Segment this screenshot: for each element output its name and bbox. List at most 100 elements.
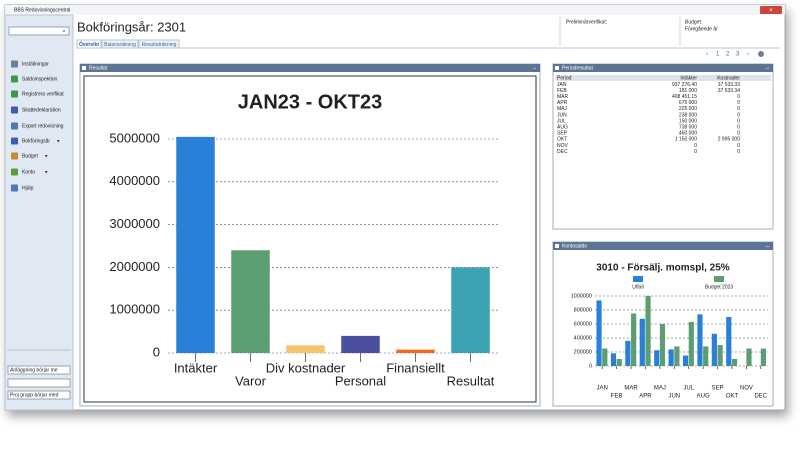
bar — [746, 348, 752, 366]
menu-item[interactable]: Registrera verifikat — [22, 91, 64, 97]
bar — [731, 359, 738, 366]
filter-label[interactable]: Proj grupp börjar med — [10, 392, 59, 398]
menu-caret[interactable]: ▾ — [57, 138, 60, 144]
close-button[interactable] — [760, 6, 782, 14]
x-tick-label: Resultat — [447, 373, 495, 388]
close-icon[interactable]: × — [769, 8, 773, 14]
x-tick-label: Finansiellt — [386, 360, 445, 375]
table-cell: 225 000 — [679, 106, 697, 112]
x-tick-label: MAR — [624, 386, 638, 392]
table-cell: 181 000 — [679, 88, 697, 94]
panel-title: Resultat — [89, 66, 108, 72]
menu-item[interactable]: Bokföringsår — [22, 137, 50, 144]
y-tick-label: 800000 — [574, 307, 592, 313]
panel-header — [553, 242, 773, 250]
y-tick-label: 3000000 — [109, 216, 160, 231]
x-tick-label: Intäkter — [174, 360, 218, 375]
page-title: Bokföringsår: 2301 — [77, 19, 186, 34]
x-tick-label: OKT — [726, 394, 739, 400]
x-tick-label: JUN — [668, 394, 680, 400]
menu-caret[interactable]: ▾ — [45, 169, 48, 175]
menu-icon[interactable] — [11, 60, 18, 68]
pager-next[interactable]: › — [747, 52, 749, 58]
menu-item[interactable]: Hjälp — [22, 185, 34, 191]
menu-icon[interactable] — [11, 168, 18, 176]
menu-icon[interactable] — [11, 90, 18, 98]
bar — [703, 346, 709, 366]
budget-value: Föregående år — [685, 25, 718, 32]
panel-pin[interactable]: ⇔ — [765, 244, 770, 250]
y-tick-label: 200000 — [574, 349, 592, 355]
menu-item[interactable]: Budget — [22, 153, 38, 159]
bar — [602, 348, 608, 366]
page-link[interactable]: 3 — [736, 52, 740, 58]
bar — [610, 353, 617, 366]
menu-item[interactable]: Konto — [22, 169, 35, 175]
menu-icon[interactable] — [11, 106, 18, 114]
menu-icon[interactable] — [11, 184, 18, 192]
settings-icon[interactable] — [758, 51, 764, 57]
x-tick-label: NOV — [740, 386, 753, 392]
page-link[interactable]: 1 — [716, 52, 720, 58]
table-cell: 238 000 — [679, 112, 697, 118]
chart-frame — [83, 75, 537, 403]
table-cell: 0 — [737, 143, 740, 149]
sidebar — [4, 14, 74, 411]
menu-item[interactable]: Skattedeklaration — [22, 107, 61, 113]
x-tick-label: JAN — [597, 386, 608, 392]
tab-label[interactable]: Balansräkning — [104, 42, 136, 48]
panel-title: Kontosaldo — [562, 244, 587, 250]
filter-box[interactable] — [7, 365, 71, 375]
filter-input[interactable] — [7, 378, 71, 388]
x-tick-label: APR — [639, 394, 652, 400]
pager-prev[interactable]: ‹ — [706, 52, 708, 58]
table-cell: JUN — [557, 112, 567, 118]
chart-title: 3010 - Försälj. momspl, 25% — [596, 263, 729, 274]
table-cell: 738 000 — [679, 125, 697, 131]
table-cell: DEC — [557, 149, 568, 155]
table-cell: 1 150 000 — [675, 137, 697, 143]
table-header: Period — [557, 76, 572, 82]
search-box[interactable] — [8, 26, 70, 36]
bar — [596, 300, 602, 366]
search-icon[interactable]: ⌕ — [63, 28, 66, 34]
table-cell: 0 — [737, 131, 740, 137]
menu-item[interactable]: Saldoinspektion — [22, 76, 58, 82]
menu-icon[interactable] — [11, 152, 18, 160]
page-link[interactable]: 2 — [726, 52, 730, 58]
menu-caret[interactable]: ▾ — [45, 153, 48, 159]
bar — [451, 267, 490, 353]
bar — [616, 359, 622, 366]
menu-icon[interactable] — [11, 122, 18, 130]
y-tick-label: 1000000 — [109, 302, 160, 317]
legend-swatch — [714, 276, 724, 282]
x-tick-label: DEC — [754, 394, 767, 400]
filter-box[interactable] — [7, 390, 71, 400]
legend-swatch — [633, 276, 643, 282]
menu-icon[interactable] — [11, 137, 18, 145]
table-cell: SEP — [557, 131, 568, 137]
menu-item[interactable]: Export redovisning — [22, 123, 64, 129]
tab-label[interactable]: Översikt — [79, 41, 99, 48]
table-cell: 0 — [737, 106, 740, 112]
table-cell: 150 000 — [679, 118, 697, 124]
bar — [717, 345, 723, 366]
panel-pin[interactable]: ⇔ — [532, 66, 537, 72]
menu-icon[interactable] — [11, 75, 18, 83]
x-tick-label: MAJ — [654, 386, 666, 392]
bar — [674, 346, 680, 366]
filter-label[interactable]: Anläggning börjar me — [10, 367, 58, 373]
panel-pin[interactable]: ⇔ — [765, 66, 770, 72]
table-cell: 460 000 — [679, 131, 697, 137]
table-cell: 937 276.40 — [672, 82, 697, 88]
x-tick-label: FEB — [611, 394, 623, 400]
tab-label[interactable]: Resultaträkning — [142, 42, 177, 48]
panel-header — [553, 64, 773, 72]
bar — [711, 333, 717, 366]
menu-item[interactable]: Inställningar — [22, 61, 49, 67]
budget-label: Budget: — [685, 19, 702, 25]
table-cell: 37 533.33 — [718, 82, 740, 88]
y-tick-label: 1000000 — [571, 293, 592, 299]
table-cell: 0 — [694, 143, 697, 149]
